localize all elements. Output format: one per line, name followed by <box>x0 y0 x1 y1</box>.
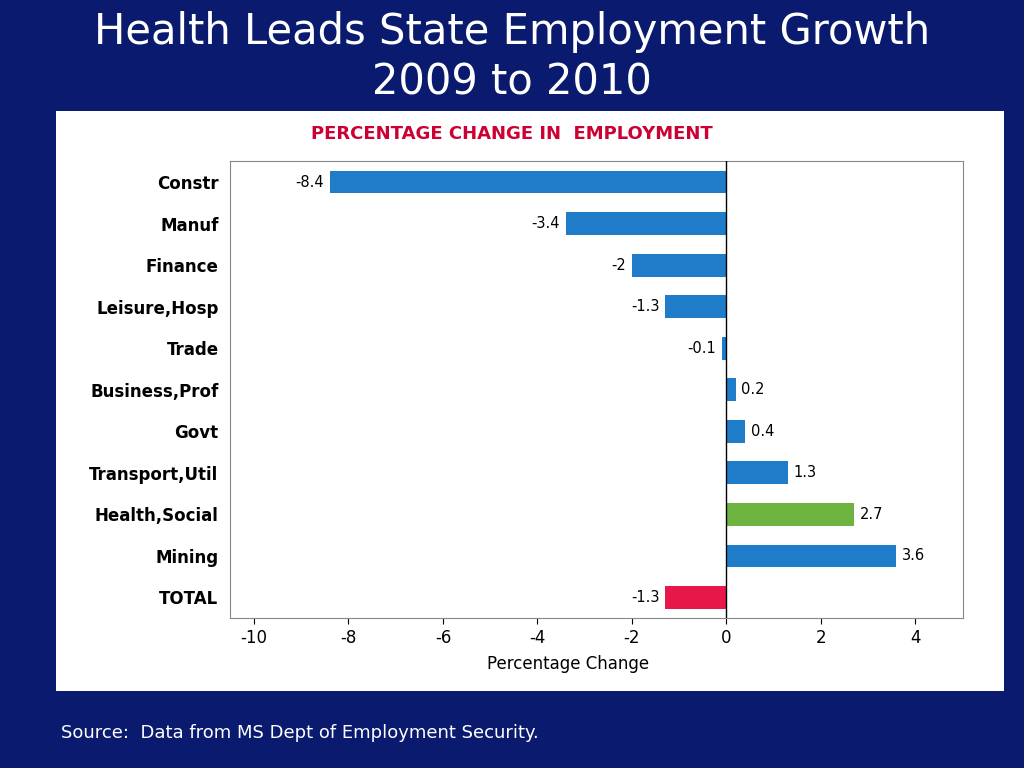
Bar <box>665 586 726 609</box>
Bar <box>330 170 726 194</box>
Text: 3.6: 3.6 <box>902 548 926 564</box>
Text: -1.3: -1.3 <box>631 590 659 605</box>
Bar <box>722 337 726 359</box>
Text: Percentage Change: Percentage Change <box>487 655 649 674</box>
Text: 1.3: 1.3 <box>794 465 816 480</box>
Bar <box>726 420 745 442</box>
Text: -2: -2 <box>611 257 627 273</box>
Text: 2.7: 2.7 <box>859 507 883 522</box>
Text: -8.4: -8.4 <box>295 174 324 190</box>
Text: PERCENTAGE CHANGE IN  EMPLOYMENT: PERCENTAGE CHANGE IN EMPLOYMENT <box>311 124 713 143</box>
Bar <box>726 545 896 568</box>
Text: -0.1: -0.1 <box>687 341 716 356</box>
Text: 0.4: 0.4 <box>751 424 774 439</box>
Text: 0.2: 0.2 <box>741 382 765 397</box>
Bar <box>566 212 726 235</box>
Bar <box>632 253 726 276</box>
Text: -3.4: -3.4 <box>531 216 560 231</box>
Bar <box>726 462 787 485</box>
Bar <box>726 379 736 401</box>
Text: -1.3: -1.3 <box>631 300 659 314</box>
Text: Source:  Data from MS Dept of Employment Security.: Source: Data from MS Dept of Employment … <box>61 724 540 743</box>
Bar <box>726 503 854 526</box>
Bar <box>665 295 726 318</box>
Text: Health Leads State Employment Growth
2009 to 2010: Health Leads State Employment Growth 200… <box>94 12 930 104</box>
